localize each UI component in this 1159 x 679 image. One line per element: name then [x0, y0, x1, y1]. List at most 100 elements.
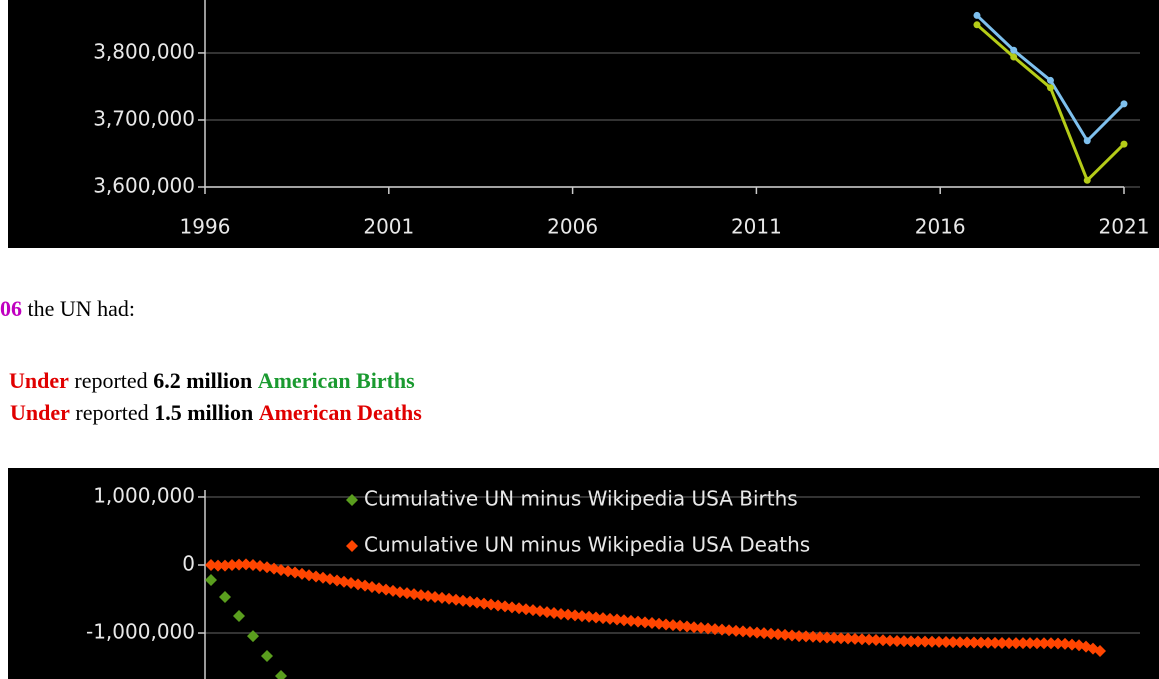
chart-panel — [8, 0, 1159, 248]
x-tick-label: 2021 — [1099, 215, 1150, 239]
emphasis: Under — [10, 400, 70, 425]
point — [625, 614, 637, 627]
point — [590, 611, 602, 624]
point — [940, 635, 952, 648]
point — [870, 633, 882, 646]
point — [975, 636, 987, 649]
point — [765, 627, 777, 640]
point — [989, 636, 1001, 649]
point — [450, 593, 462, 606]
point — [1024, 637, 1036, 650]
point — [751, 626, 763, 639]
point — [646, 617, 658, 630]
point — [716, 623, 728, 636]
point — [786, 629, 798, 642]
point — [555, 607, 567, 620]
legend-label: Cumulative UN minus Wikipedia USA Deaths — [364, 533, 810, 557]
point — [996, 637, 1008, 650]
y-tick-label: 3,700,000 — [93, 106, 195, 130]
y-tick-label: 1,000,000 — [93, 483, 195, 507]
point — [520, 603, 532, 616]
point — [947, 636, 959, 649]
point — [973, 21, 981, 29]
legend-marker — [346, 540, 358, 552]
point — [506, 601, 518, 614]
intro: 06 the UN had: — [0, 296, 135, 321]
point — [394, 586, 406, 599]
point — [695, 621, 707, 634]
point — [618, 614, 630, 627]
point — [973, 11, 981, 19]
point — [1045, 637, 1057, 650]
point — [429, 590, 441, 603]
point — [674, 619, 686, 632]
point — [464, 595, 476, 608]
point — [737, 625, 749, 638]
point — [793, 630, 805, 643]
year-fragment: 06 — [0, 296, 22, 321]
point — [772, 628, 784, 641]
chart: 3,600,000 3,700,000 3,800,000 1996 2001 2006 2… — [93, 0, 1149, 239]
point — [275, 670, 287, 679]
point — [926, 635, 938, 648]
point — [1052, 637, 1064, 650]
point — [807, 630, 819, 643]
point — [653, 617, 665, 630]
point — [1003, 637, 1015, 650]
chart: -1,000,000 0 1,000,000 — [86, 483, 1140, 679]
y-tick-label: -1,000,000 — [86, 620, 195, 644]
point — [478, 597, 490, 610]
point — [982, 636, 994, 649]
amount: 6.2 million — [153, 368, 252, 393]
point — [954, 636, 966, 649]
point — [401, 587, 413, 600]
point — [884, 634, 896, 647]
point — [1120, 100, 1128, 108]
point — [604, 612, 616, 625]
point — [219, 590, 231, 603]
point — [205, 573, 217, 586]
point — [422, 590, 434, 603]
emphasis: Under — [9, 368, 69, 393]
point — [408, 588, 420, 601]
point — [758, 627, 770, 640]
y-tick-label: 3,600,000 — [93, 174, 195, 198]
point — [660, 618, 672, 631]
point — [1017, 637, 1029, 650]
point — [898, 635, 910, 648]
point — [1031, 637, 1043, 650]
text: reported — [75, 400, 148, 425]
point — [632, 615, 644, 628]
point — [240, 558, 252, 571]
point — [919, 635, 931, 648]
point — [1083, 137, 1091, 145]
point — [856, 633, 868, 646]
point — [233, 558, 245, 571]
point — [688, 621, 700, 634]
point — [779, 628, 791, 641]
item: Under reported 1.5 million American Deat… — [10, 400, 422, 425]
point — [541, 606, 553, 619]
legend-marker — [346, 494, 358, 506]
point — [485, 598, 497, 611]
point — [1083, 176, 1091, 184]
point — [912, 635, 924, 648]
point — [877, 634, 889, 647]
point — [933, 635, 945, 648]
point — [1046, 84, 1054, 92]
point — [1010, 53, 1018, 61]
point — [233, 610, 245, 623]
point — [1010, 637, 1022, 650]
point — [212, 559, 224, 572]
point — [1094, 645, 1106, 658]
point — [205, 558, 217, 571]
point — [513, 602, 525, 615]
point — [569, 609, 581, 622]
point — [723, 624, 735, 637]
point — [226, 558, 238, 571]
point — [471, 596, 483, 609]
point — [583, 610, 595, 623]
point — [863, 633, 875, 646]
point — [562, 608, 574, 621]
